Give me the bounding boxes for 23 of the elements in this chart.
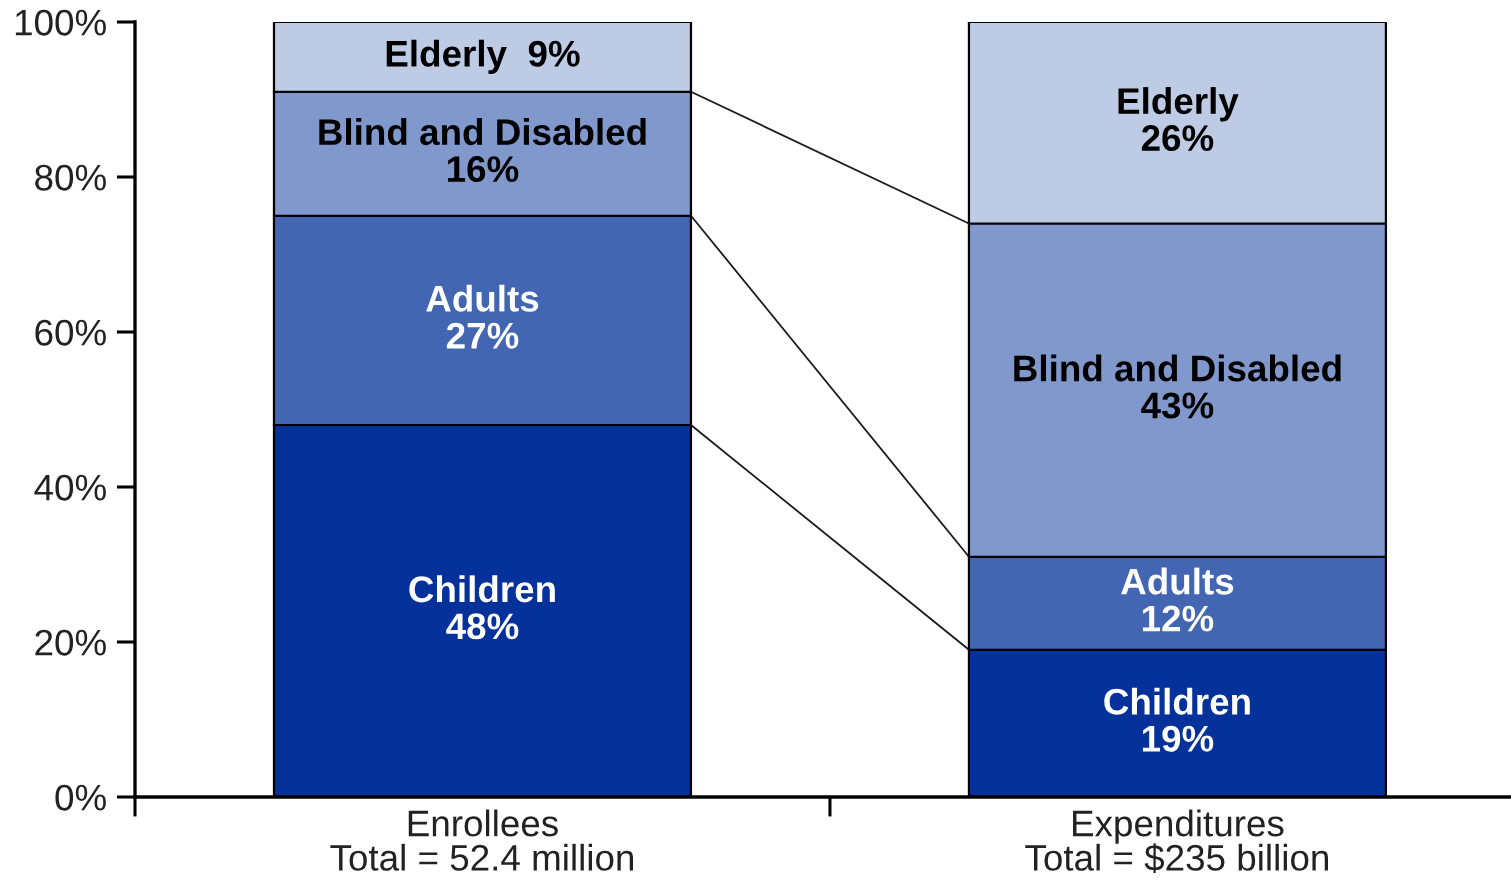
- text: Elderly 9%: [386, 39, 580, 75]
- data-label: 26%: [1141, 125, 1214, 152]
- x-tick-label: Expenditures Total = $235 billion: [1025, 809, 1328, 874]
- text: Adults: [426, 284, 539, 312]
- text: Children: [409, 575, 555, 603]
- series-label: Adults: [1121, 567, 1234, 595]
- y-tick-label: 20%: [35, 629, 106, 656]
- data-label: 27%: [446, 322, 519, 349]
- data-label: 16%: [447, 156, 519, 183]
- series-label: Children: [1104, 687, 1250, 715]
- data-label: 48%: [446, 613, 519, 640]
- x-tick-label: Enrollees Total = 52.4 million: [330, 809, 634, 871]
- series-label: Blind and Disabled: [319, 118, 646, 146]
- data-label: 43%: [1141, 392, 1214, 419]
- y-tick-label: 60%: [35, 319, 106, 346]
- y-tick-label: 100%: [15, 9, 106, 36]
- data-label: 12%: [1142, 605, 1214, 632]
- data-label: 19%: [1142, 725, 1214, 752]
- series-label: Elderly: [1118, 87, 1239, 122]
- y-tick-label: 80%: [35, 164, 106, 191]
- y-tick-label: 40%: [34, 474, 106, 501]
- y-tick-label: 0%: [55, 784, 106, 811]
- text: Blind and Disabled: [1014, 354, 1341, 382]
